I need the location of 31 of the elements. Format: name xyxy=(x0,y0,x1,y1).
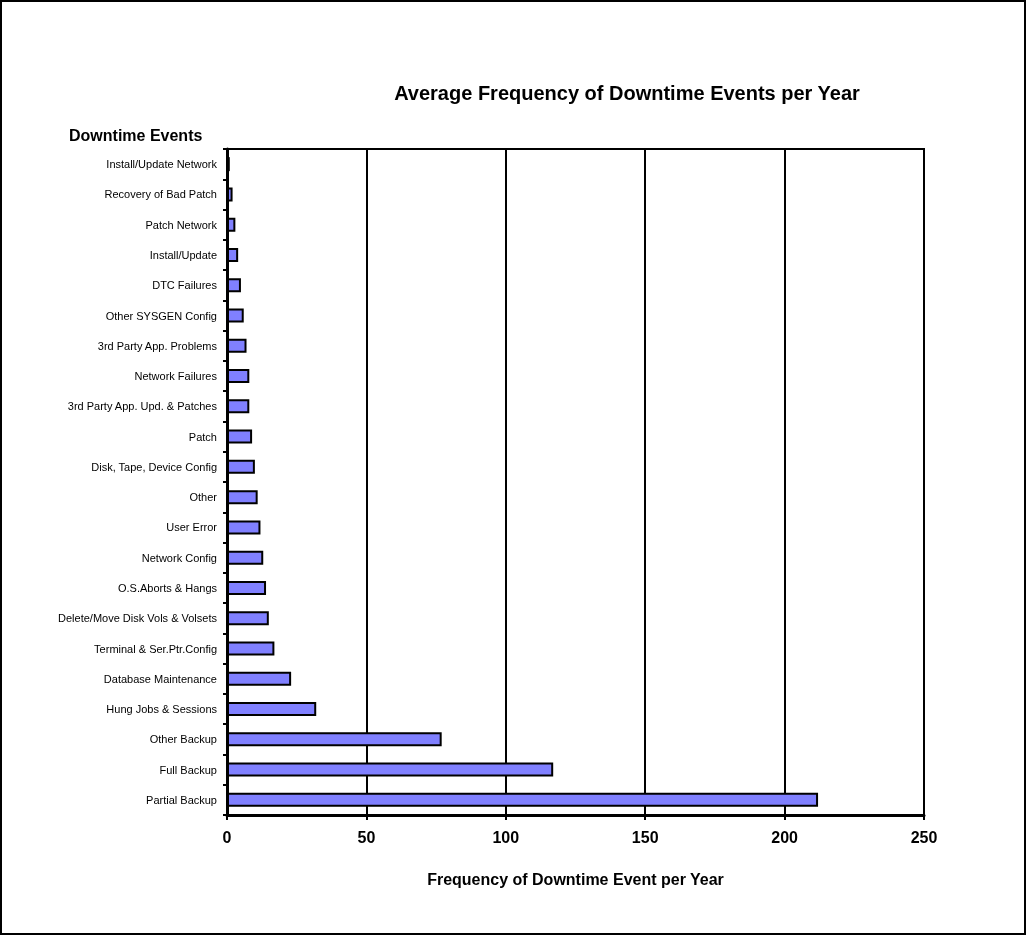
y-tick-label: Delete/Move Disk Vols & Volsets xyxy=(58,612,218,625)
y-tick-label: Partial Backup xyxy=(146,793,217,806)
y-axis-title: Downtime Events xyxy=(69,126,203,144)
x-tick-label: 50 xyxy=(357,828,376,846)
y-tick-label: User Error xyxy=(166,521,218,534)
x-tick-label: 200 xyxy=(771,828,799,846)
y-tick-label: 3rd Party App. Upd. & Patches xyxy=(67,400,218,413)
y-tick-label: Other xyxy=(189,491,218,504)
y-tick-label: Patch Network xyxy=(145,218,218,231)
y-tick-label: Other SYSGEN Config xyxy=(105,309,217,322)
y-tick-label: Recovery of Bad Patch xyxy=(104,188,217,201)
y-tick-label: Terminal & Ser.Ptr.Config xyxy=(94,642,217,655)
y-tick-label: Install/Update xyxy=(149,248,217,261)
y-tick-label: DTC Failures xyxy=(152,279,218,292)
y-tick-label: Hung Jobs & Sessions xyxy=(106,703,218,716)
chart-title: Average Frequency of Downtime Events per Year xyxy=(394,82,861,104)
y-tick-label: Full Backup xyxy=(159,763,217,776)
y-tick-label: Database Maintenance xyxy=(103,672,217,685)
y-tick-label: 3rd Party App. Problems xyxy=(97,339,218,352)
x-tick-label: 250 xyxy=(910,828,938,846)
x-tick-label: 150 xyxy=(631,828,659,846)
y-tick-label: Patch xyxy=(188,430,217,443)
y-tick-label: Network Config xyxy=(141,551,217,564)
x-tick-label: 100 xyxy=(492,828,520,846)
x-axis-title: Frequency of Downtime Event per Year xyxy=(427,870,724,888)
y-tick-label: Other Backup xyxy=(149,733,217,746)
x-tick-label: 0 xyxy=(222,828,232,846)
y-tick-label: Disk, Tape, Device Config xyxy=(91,460,217,473)
y-tick-label: Network Failures xyxy=(134,370,218,383)
y-tick-label: O.S.Aborts & Hangs xyxy=(117,581,218,594)
y-tick-label: Install/Update Network xyxy=(106,158,218,171)
